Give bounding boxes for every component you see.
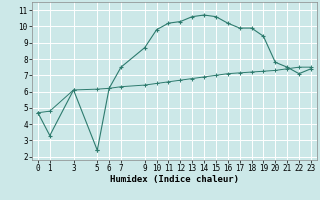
- X-axis label: Humidex (Indice chaleur): Humidex (Indice chaleur): [110, 175, 239, 184]
